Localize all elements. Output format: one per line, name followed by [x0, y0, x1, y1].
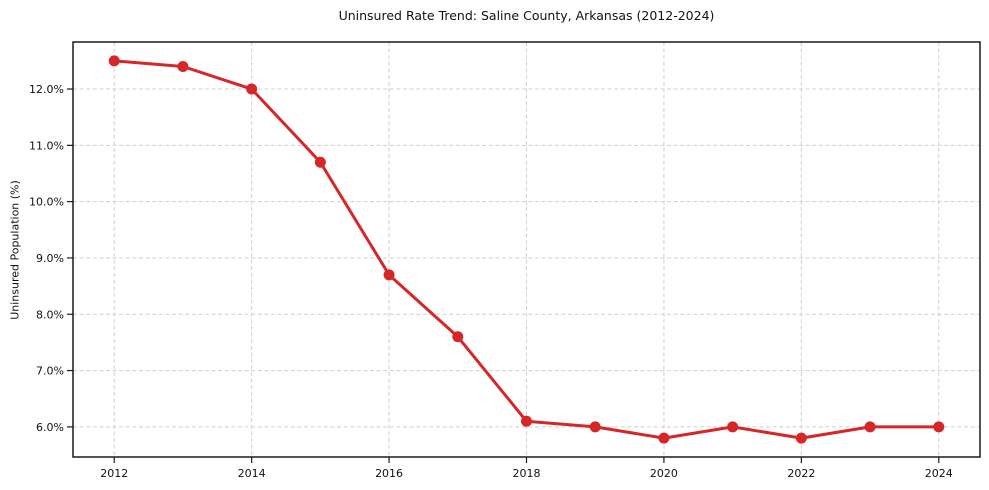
data-point	[452, 331, 464, 343]
y-tick-label: 7.0%	[36, 365, 64, 378]
data-point	[383, 269, 395, 281]
data-point	[177, 60, 189, 72]
x-tick-label: 2018	[513, 467, 541, 480]
chart-title: Uninsured Rate Trend: Saline County, Ark…	[338, 8, 715, 23]
y-tick-label: 6.0%	[36, 421, 64, 434]
x-tick-label: 2020	[650, 467, 678, 480]
data-point	[658, 432, 670, 444]
data-point	[864, 421, 876, 433]
x-tick-label: 2022	[787, 467, 815, 480]
y-tick-label: 12.0%	[29, 83, 64, 96]
data-point	[108, 55, 120, 67]
y-tick-label: 11.0%	[29, 139, 64, 152]
data-point	[727, 421, 739, 433]
plot-frame	[72, 41, 981, 458]
x-tick-label: 2016	[375, 467, 403, 480]
data-point	[933, 421, 945, 433]
data-point	[521, 415, 532, 427]
x-tick-label: 2024	[925, 467, 953, 480]
x-tick-label: 2014	[238, 467, 266, 480]
data-point	[314, 156, 326, 168]
data-point	[795, 432, 807, 444]
data-point	[589, 421, 601, 433]
x-tick-label: 2012	[100, 467, 128, 480]
y-tick-label: 8.0%	[36, 308, 64, 321]
data-point	[246, 83, 258, 95]
y-tick-label: 10.0%	[29, 196, 64, 209]
y-tick-label: 9.0%	[36, 252, 64, 265]
